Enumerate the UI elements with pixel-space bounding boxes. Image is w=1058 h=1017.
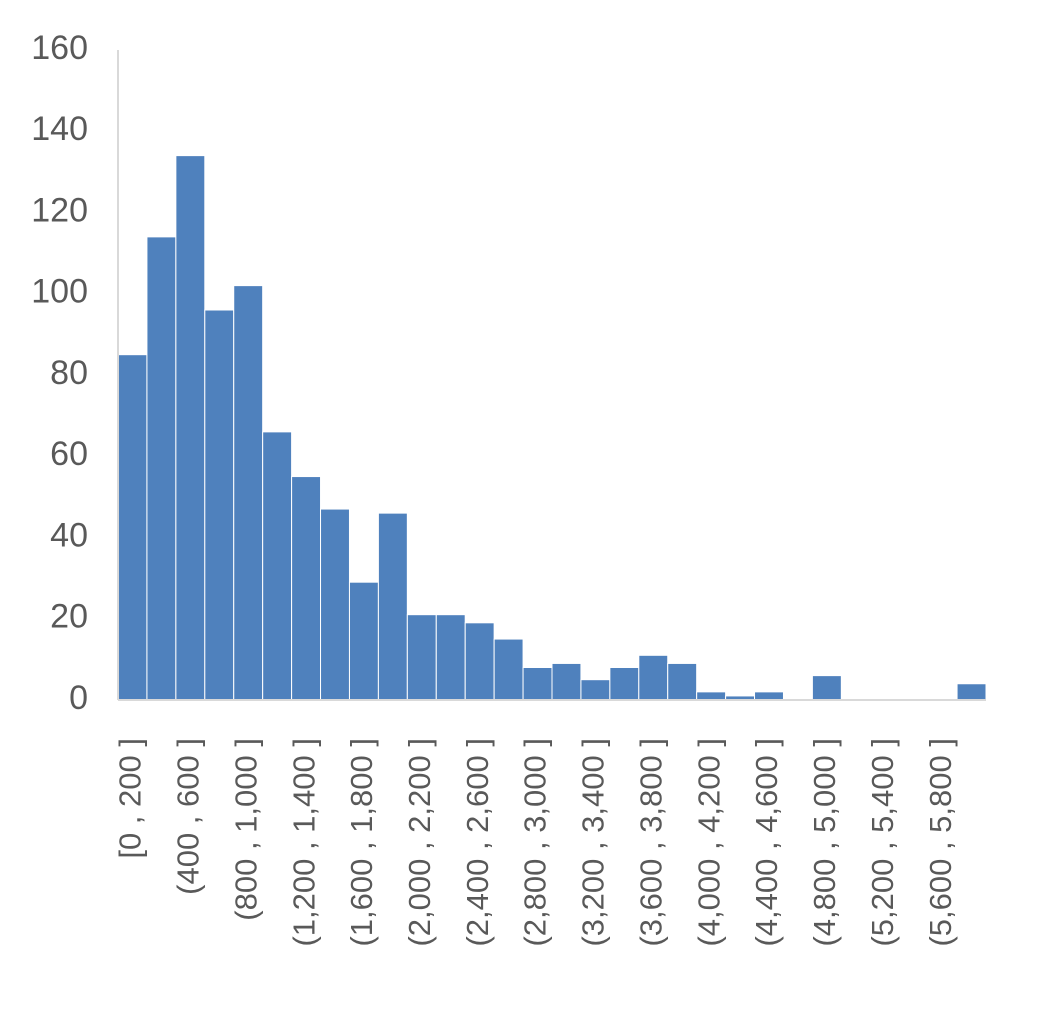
y-tick-label: 120 — [31, 191, 88, 229]
y-tick-label: 100 — [31, 273, 88, 311]
histogram-bar — [204, 309, 235, 701]
x-category-label: (5,600 , 5,800 ] — [923, 738, 958, 947]
histogram-bar — [696, 691, 727, 701]
x-axis-category-labels: [0 , 200 ] (400 , 600 ] (800 , 1,000 ] (1,2… — [113, 738, 958, 947]
histogram-bar — [956, 683, 987, 701]
histogram-bar — [117, 354, 148, 701]
histogram-bar — [811, 675, 842, 701]
histogram-bar — [754, 691, 784, 701]
y-tick-label: 140 — [31, 110, 88, 148]
x-category-label: (5,200 , 5,400 ] — [865, 738, 900, 947]
x-category-label: (800 , 1,000 ] — [228, 738, 263, 921]
histogram-bar — [638, 654, 669, 701]
x-category-label: (3,600 , 3,800 ] — [633, 738, 668, 947]
x-category-label: (2,000 , 2,200 ] — [402, 738, 437, 947]
histogram-bar — [348, 581, 379, 701]
histogram-bar — [667, 662, 698, 701]
histogram-bar — [175, 155, 206, 701]
x-category-label: (2,800 , 3,000 ] — [518, 738, 553, 947]
histogram-bar — [464, 622, 495, 701]
x-category-label: (4,400 , 4,600 ] — [749, 738, 784, 947]
histogram-bar — [233, 285, 264, 701]
x-category-label: (400 , 600 ] — [171, 738, 206, 895]
histogram-bar — [493, 638, 524, 701]
y-tick-label: 0 — [69, 679, 88, 717]
x-category-label: (1,200 , 1,400 ] — [286, 738, 321, 947]
histogram-bar — [262, 431, 293, 701]
histogram-bar — [551, 662, 582, 701]
y-tick-label: 80 — [50, 354, 88, 392]
y-tick-label: 20 — [50, 598, 88, 636]
histogram-bar — [320, 508, 350, 701]
x-category-label: (4,000 , 4,200 ] — [691, 738, 726, 947]
y-axis-tick-labels: 0 20 40 60 80 100 120 140 160 — [31, 29, 88, 717]
x-category-label: (2,400 , 2,600 ] — [460, 738, 495, 947]
histogram-bar — [522, 667, 553, 701]
y-tick-label: 40 — [50, 516, 88, 554]
histogram-bar — [146, 236, 177, 701]
histogram-bar — [435, 614, 466, 701]
histogram-bar — [377, 512, 408, 701]
x-category-label: (4,800 , 5,000 ] — [807, 738, 842, 947]
bars-layer — [117, 155, 987, 701]
y-tick-label: 60 — [50, 435, 88, 473]
histogram-bar — [406, 614, 437, 701]
x-category-label: (3,200 , 3,400 ] — [576, 738, 611, 947]
histogram-bar — [291, 476, 322, 701]
histogram-bar — [580, 679, 611, 701]
y-tick-label: 160 — [31, 29, 88, 67]
x-category-label: [0 , 200 ] — [113, 738, 148, 859]
histogram-bar — [609, 667, 640, 701]
x-category-label: (1,600 , 1,800 ] — [344, 738, 379, 947]
